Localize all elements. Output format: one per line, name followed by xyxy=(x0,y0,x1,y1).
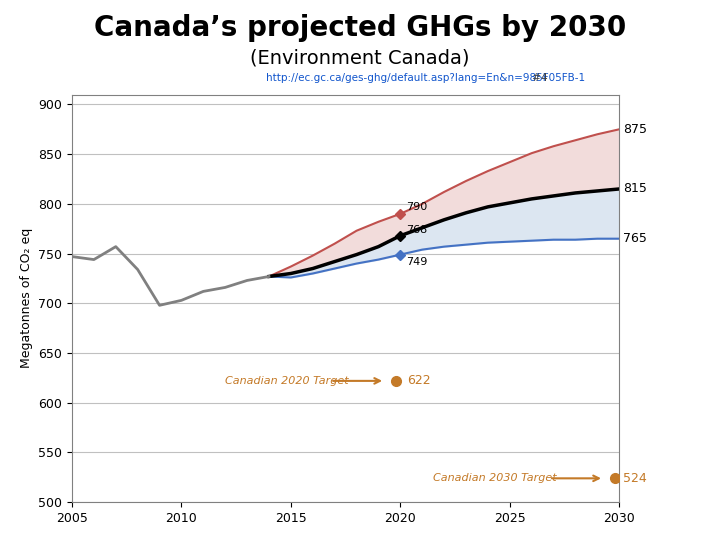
Text: 524: 524 xyxy=(623,472,647,485)
Text: 875: 875 xyxy=(623,123,647,136)
Text: 790: 790 xyxy=(406,202,427,212)
Y-axis label: Megatonnes of CO₂ eq: Megatonnes of CO₂ eq xyxy=(19,228,32,368)
Text: Canada’s projected GHGs by 2030: Canada’s projected GHGs by 2030 xyxy=(94,14,626,42)
Text: Canadian 2020 Target: Canadian 2020 Target xyxy=(225,376,349,386)
Text: 768: 768 xyxy=(406,225,427,235)
Text: http://ec.gc.ca/ges-ghg/default.asp?lang=En&n=985F05FB-1: http://ec.gc.ca/ges-ghg/default.asp?lang… xyxy=(266,73,585,83)
Text: 815: 815 xyxy=(623,183,647,195)
Text: Canadian 2030 Target: Canadian 2030 Target xyxy=(433,474,557,483)
Text: #4: #4 xyxy=(529,73,548,83)
Text: 765: 765 xyxy=(623,232,647,245)
Text: 622: 622 xyxy=(407,374,431,387)
Text: 749: 749 xyxy=(406,256,427,267)
Text: (Environment Canada): (Environment Canada) xyxy=(251,49,469,68)
